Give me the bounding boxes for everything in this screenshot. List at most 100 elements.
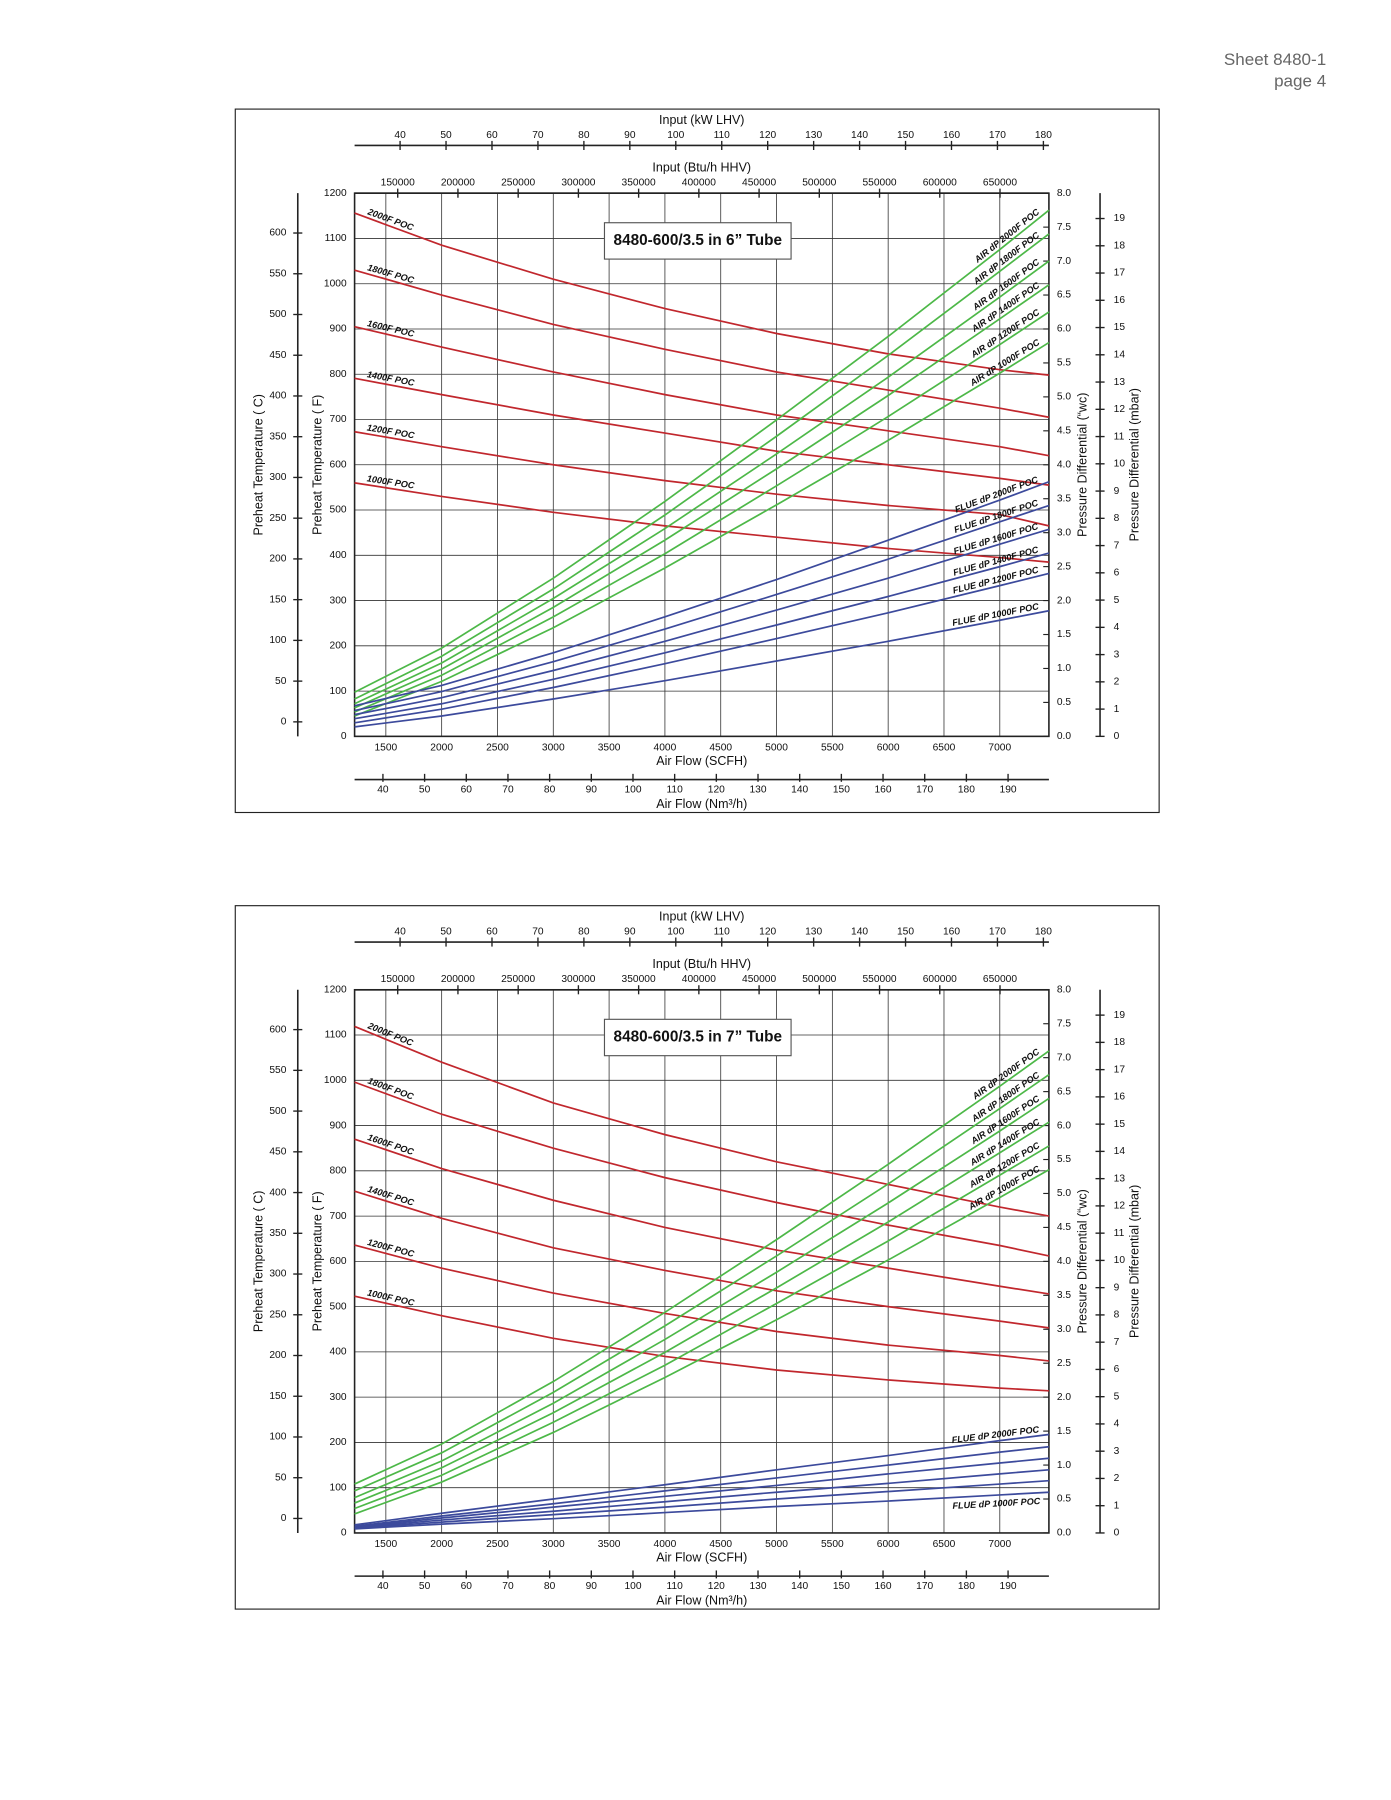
curve bbox=[354, 1190, 1050, 1329]
y-tick-label: 900 bbox=[330, 324, 347, 335]
curve bbox=[354, 482, 1049, 563]
x-tick-label: 3000 bbox=[542, 742, 565, 753]
axis-tick-label: 50 bbox=[419, 1581, 431, 1592]
y2-tick-label: 2.0 bbox=[1057, 1392, 1072, 1403]
axis-tick-label: 8 bbox=[1114, 1310, 1120, 1321]
axis-tick-label: 100 bbox=[624, 784, 641, 795]
y2-tick-label: 1.0 bbox=[1057, 1460, 1072, 1471]
axis-tick-label: 150000 bbox=[381, 178, 415, 189]
y2-tick-label: 3.0 bbox=[1057, 527, 1072, 538]
axis-tick-label: 80 bbox=[544, 1581, 556, 1592]
axis-tick-label: 100 bbox=[269, 1432, 286, 1443]
title-box bbox=[603, 1018, 792, 1057]
y2-tick-label: 8.0 bbox=[1057, 984, 1072, 995]
axis-tick-label: 13 bbox=[1114, 1173, 1126, 1184]
y2-tick-label: 4.5 bbox=[1057, 1222, 1072, 1233]
x-tick-label: 7000 bbox=[988, 742, 1011, 753]
curve bbox=[354, 1145, 1050, 1510]
axis-tick-label: 600000 bbox=[923, 974, 957, 985]
axis-tick-label: 200000 bbox=[441, 974, 475, 985]
y-tick-label: 500 bbox=[330, 505, 347, 516]
axis-title: Input (kW LHV) bbox=[659, 113, 744, 127]
axis-title: Air Flow (Nm³/h) bbox=[656, 797, 747, 811]
axis-tick-label: 100 bbox=[269, 635, 286, 646]
chart-frame bbox=[234, 108, 1160, 814]
y2-tick-label: 6.5 bbox=[1057, 290, 1072, 301]
axis-tick-label: 120 bbox=[708, 784, 725, 795]
x-tick-label: 4000 bbox=[654, 1539, 677, 1550]
axis-tick-label: 190 bbox=[1000, 1581, 1017, 1592]
axis-tick-label: 450000 bbox=[742, 178, 776, 189]
axis-tick-label: 450 bbox=[269, 1147, 286, 1158]
y2-tick-label: 7.5 bbox=[1057, 1018, 1072, 1029]
axis-tick-label: 10 bbox=[1114, 1255, 1126, 1266]
y-tick-label: 600 bbox=[330, 1256, 347, 1267]
axis-tick-label: 120 bbox=[759, 130, 776, 141]
axis-tick-label: 18 bbox=[1114, 1037, 1126, 1048]
axis-tick-label: 650000 bbox=[983, 974, 1017, 985]
axis-tick-label: 18 bbox=[1114, 240, 1126, 251]
curve bbox=[354, 1433, 1050, 1526]
y2-tick-label: 1.0 bbox=[1057, 663, 1072, 674]
axis-tick-label: 5 bbox=[1114, 595, 1120, 606]
axis-tick-label: 150000 bbox=[381, 974, 415, 985]
axis-tick-label: 50 bbox=[419, 784, 431, 795]
x-tick-label: 4500 bbox=[709, 742, 732, 753]
curve bbox=[354, 1457, 1049, 1528]
curve bbox=[354, 1097, 1050, 1499]
axis-tick-label: 140 bbox=[791, 784, 808, 795]
axis-tick-label: 150 bbox=[269, 594, 286, 605]
x-tick-label: 3000 bbox=[542, 1539, 565, 1550]
axis-tick-label: 350000 bbox=[622, 974, 656, 985]
axis-tick-label: 110 bbox=[714, 130, 731, 141]
axis-tick-label: 9 bbox=[1114, 486, 1120, 497]
curve-label: 1600F POC bbox=[366, 1132, 415, 1157]
y-tick-label: 1000 bbox=[324, 278, 347, 289]
axis-tick-label: 250 bbox=[269, 513, 286, 524]
axis-tick-label: 0 bbox=[1114, 1528, 1120, 1539]
curve-label: 1200F POC bbox=[366, 1237, 415, 1259]
axis-title: Air Flow (Nm³/h) bbox=[656, 1594, 747, 1608]
x-tick-label: 6000 bbox=[877, 742, 900, 753]
y2-tick-label: 4.0 bbox=[1057, 459, 1072, 470]
axis-tick-label: 500000 bbox=[802, 974, 836, 985]
curve bbox=[354, 1121, 1050, 1504]
axis-tick-label: 170 bbox=[916, 784, 933, 795]
axis-tick-label: 7 bbox=[1114, 540, 1120, 551]
y2-tick-label: 4.5 bbox=[1057, 426, 1072, 437]
y-tick-label: 400 bbox=[330, 550, 347, 561]
y2-tick-label: 0.5 bbox=[1057, 697, 1072, 708]
axis-tick-label: 70 bbox=[532, 130, 544, 141]
axis-tick-label: 90 bbox=[586, 784, 598, 795]
x-tick-label: 1500 bbox=[374, 1539, 397, 1550]
axis-tick-label: 600 bbox=[269, 228, 286, 239]
axis-tick-label: 2 bbox=[1114, 1473, 1120, 1484]
axis-tick-label: 300000 bbox=[561, 178, 595, 189]
axis-tick-label: 160 bbox=[943, 927, 960, 938]
curve-label: 1400F POC bbox=[366, 1184, 415, 1208]
axis-tick-label: 450000 bbox=[742, 974, 776, 985]
axis-tick-label: 9 bbox=[1114, 1282, 1120, 1293]
axis-tick-label: 400000 bbox=[682, 974, 716, 985]
axis-tick-label: 200 bbox=[269, 554, 286, 565]
y2-tick-label: 3.0 bbox=[1057, 1324, 1072, 1335]
axis-tick-label: 4 bbox=[1114, 622, 1120, 633]
curve bbox=[354, 269, 1050, 419]
y-tick-label: 400 bbox=[330, 1347, 347, 1358]
axis-tick-label: 160 bbox=[943, 130, 960, 141]
axis-tick-label: 170 bbox=[989, 130, 1006, 141]
axis-tick-label: 1 bbox=[1114, 1500, 1120, 1511]
axis-tick-label: 70 bbox=[532, 927, 544, 938]
curve bbox=[354, 1168, 1050, 1515]
axis-tick-label: 19 bbox=[1114, 1010, 1126, 1021]
curve bbox=[354, 1295, 1049, 1392]
curve bbox=[354, 212, 1050, 376]
curve-label: FLUE dP 1000F POC bbox=[952, 1496, 1041, 1511]
y-tick-label: 200 bbox=[330, 1437, 347, 1448]
curve bbox=[354, 1138, 1050, 1295]
axis-tick-label: 3 bbox=[1114, 1446, 1120, 1457]
axis-tick-label: 12 bbox=[1114, 1201, 1126, 1212]
axis-tick-label: 15 bbox=[1114, 1119, 1126, 1130]
x-tick-label: 2000 bbox=[430, 742, 453, 753]
axis-tick-label: 160 bbox=[875, 1581, 892, 1592]
